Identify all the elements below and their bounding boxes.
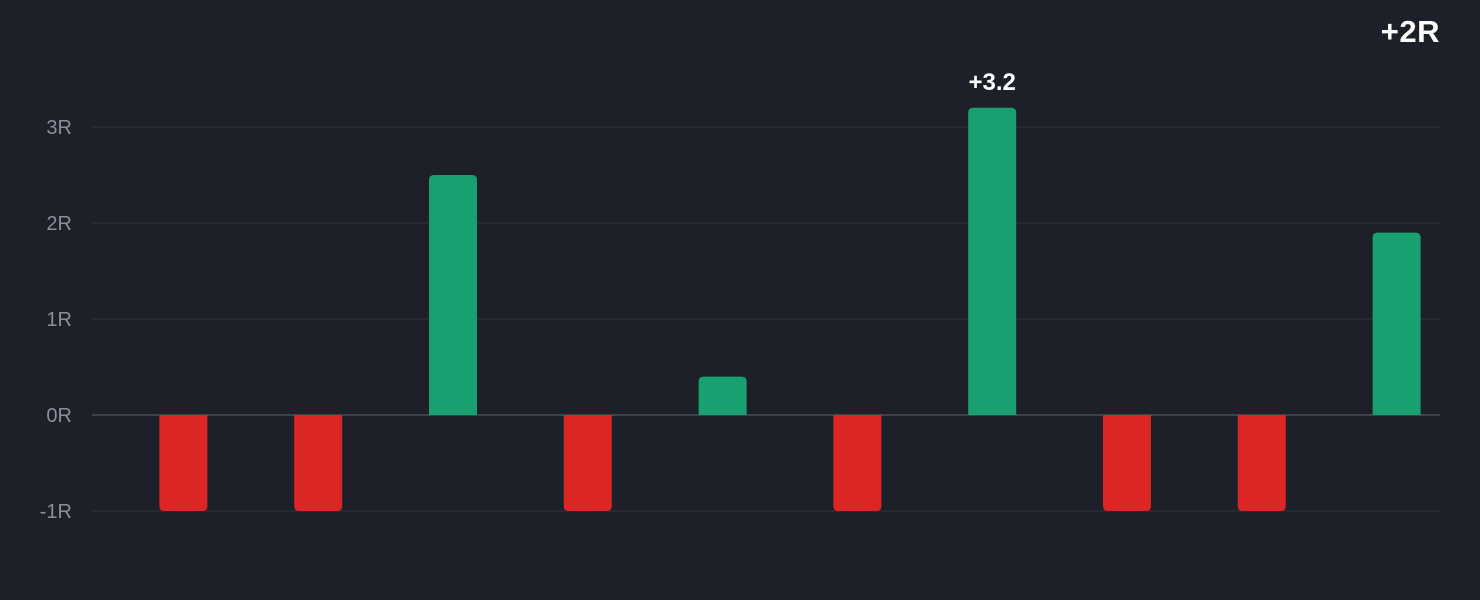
bar[interactable] — [1372, 232, 1421, 415]
y-tick-label: 1R — [46, 309, 72, 331]
y-tick-label: 3R — [46, 117, 72, 139]
bar[interactable] — [1103, 415, 1151, 511]
y-tick-label: 0R — [46, 405, 72, 427]
bar-value-label: +3.2 — [969, 69, 1016, 96]
y-tick-label: -1R — [40, 501, 72, 523]
y-tick-label: 2R — [46, 213, 72, 235]
total-r-label: +2R — [1380, 14, 1440, 49]
bar[interactable] — [833, 415, 882, 511]
bar[interactable] — [159, 415, 208, 511]
bar[interactable] — [698, 376, 747, 415]
bar[interactable] — [563, 415, 612, 511]
bar[interactable] — [968, 107, 1017, 416]
bar[interactable] — [1237, 415, 1286, 511]
bar[interactable] — [429, 175, 477, 415]
bar[interactable] — [294, 415, 343, 511]
